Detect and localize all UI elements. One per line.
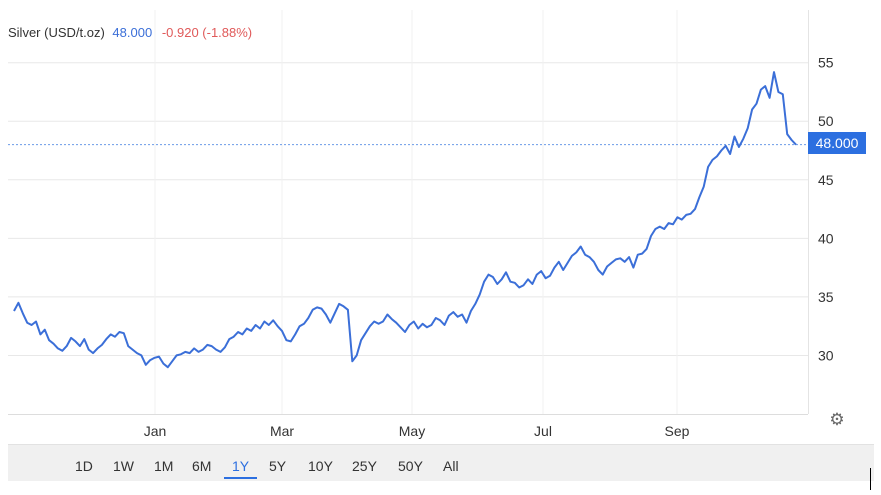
range-button-1y[interactable]: 1Y bbox=[224, 455, 258, 479]
price-chart: Jan Mar May Jul Sep 30 35 40 45 50 55 bbox=[8, 10, 834, 439]
x-tick-label: May bbox=[399, 423, 425, 439]
y-axis-ticks: 30 35 40 45 50 55 bbox=[818, 55, 834, 364]
range-button-10y[interactable]: 10Y bbox=[308, 458, 333, 474]
cursor-mark bbox=[870, 468, 871, 490]
range-button-50y[interactable]: 50Y bbox=[398, 458, 423, 474]
y-tick-label: 55 bbox=[818, 55, 834, 71]
symbol-label: Silver (USD/t.oz) bbox=[8, 25, 105, 40]
x-tick-label: Mar bbox=[270, 423, 294, 439]
current-price: 48.000 bbox=[112, 25, 153, 40]
y-tick-label: 50 bbox=[818, 113, 834, 129]
range-selector: 1D 1W 1M 6M 1Y 5Y 10Y 25Y 50Y All bbox=[8, 444, 874, 481]
y-tick-label: 40 bbox=[818, 230, 834, 246]
range-button-5y[interactable]: 5Y bbox=[269, 458, 287, 474]
last-price-badge: 48.000 bbox=[808, 132, 866, 154]
x-tick-label: Jan bbox=[144, 423, 167, 439]
range-button-1m[interactable]: 1M bbox=[154, 458, 174, 474]
chart-area: Jan Mar May Jul Sep 30 35 40 45 50 55 bbox=[8, 10, 874, 450]
x-axis-ticks: Jan Mar May Jul Sep bbox=[144, 423, 690, 439]
series-line-silver bbox=[13, 71, 797, 369]
price-change: -0.920 (-1.88%) bbox=[161, 25, 253, 40]
y-tick-label: 35 bbox=[818, 289, 834, 305]
y-tick-label: 45 bbox=[818, 172, 834, 188]
range-button-25y[interactable]: 25Y bbox=[352, 458, 377, 474]
range-button-all[interactable]: All bbox=[443, 458, 459, 474]
gear-icon[interactable]: ⚙ bbox=[829, 410, 845, 429]
chart-header: Silver (USD/t.oz) 48.000 -0.920 (-1.88%) bbox=[8, 25, 252, 40]
y-tick-label: 30 bbox=[818, 347, 834, 363]
grid bbox=[8, 10, 809, 414]
range-button-1d[interactable]: 1D bbox=[75, 458, 93, 474]
range-button-1w[interactable]: 1W bbox=[113, 458, 134, 474]
x-tick-label: Jul bbox=[534, 423, 552, 439]
x-tick-label: Sep bbox=[665, 423, 690, 439]
range-button-6m[interactable]: 6M bbox=[192, 458, 212, 474]
